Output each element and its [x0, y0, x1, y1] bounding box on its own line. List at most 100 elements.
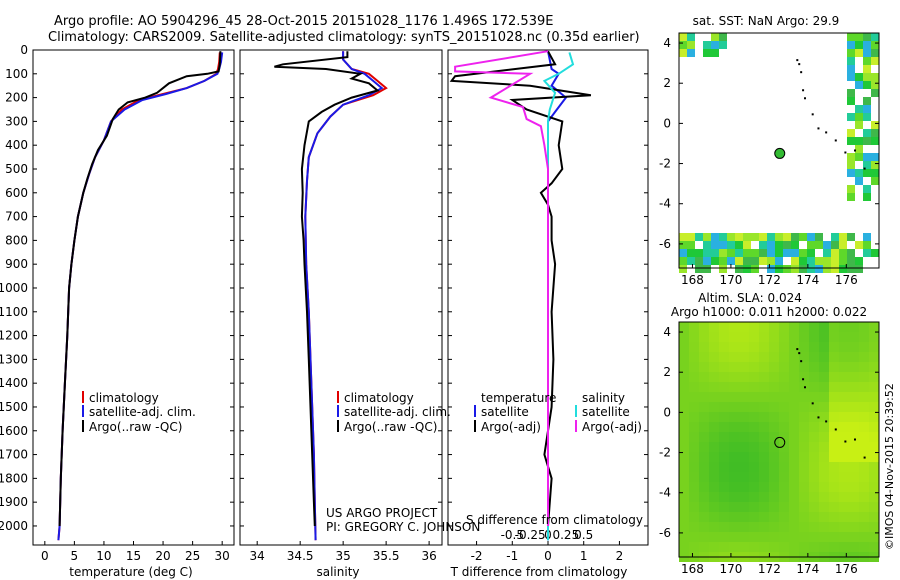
sla-cell — [769, 542, 779, 552]
sla-cell — [819, 502, 829, 512]
sla-cell — [839, 382, 849, 392]
sla-cell — [689, 482, 699, 492]
sst-cell — [799, 265, 807, 273]
sla-cell — [849, 442, 859, 452]
sla-cell — [759, 332, 769, 342]
temperature-profiles — [57, 51, 224, 541]
sla-cell — [829, 522, 839, 532]
sst-cell — [679, 41, 687, 49]
temperature-axis: 0 5 10 15 20 25 30 — [41, 541, 230, 563]
sla-cell — [769, 502, 779, 512]
legend-label-s-argo: Argo(-adj) — [582, 420, 642, 434]
y-tick-label: 1600 — [0, 424, 28, 438]
sla-cell — [819, 532, 829, 542]
sst-cell — [855, 121, 863, 129]
sla-cell — [759, 532, 769, 542]
sst-cell — [687, 41, 695, 49]
sla-cell — [839, 332, 849, 342]
sla-cell — [809, 412, 819, 422]
sst-cell — [807, 233, 815, 241]
sla-cell — [749, 402, 759, 412]
series-climatology — [304, 51, 388, 541]
sla-cell — [849, 512, 859, 522]
island — [844, 151, 847, 154]
sla-cell — [759, 522, 769, 532]
lon-tick-label: 174 — [796, 562, 819, 576]
sst-cell — [767, 241, 775, 249]
difference-panel: -2 -1 0 1 2 -0.5-0.25 0 0.250.5 S difference f… — [447, 49, 649, 579]
sla-cell — [779, 422, 789, 432]
sla-cell — [699, 512, 709, 522]
sla-cell — [789, 492, 799, 502]
lat-tick-label: -6 — [659, 526, 671, 540]
sla-cell — [849, 322, 859, 332]
sst-cell — [847, 169, 855, 177]
island — [800, 360, 803, 363]
sla-cell — [739, 472, 749, 482]
sla-cell — [759, 462, 769, 472]
legend-label-satellite: satellite-adj. clim. — [89, 405, 196, 419]
sla-cell — [859, 392, 869, 402]
temperature-plot-frame — [32, 49, 235, 546]
sst-cell — [679, 33, 687, 41]
pi-label: PI: GREGORY C. JOHNSON — [326, 520, 480, 534]
sst-cell — [743, 241, 751, 249]
sla-cell — [799, 422, 809, 432]
sst-cell — [807, 265, 815, 273]
sst-cell — [727, 257, 735, 265]
sla-cell — [719, 412, 729, 422]
sst-cell — [823, 249, 831, 257]
sla-cell — [759, 342, 769, 352]
sst-cell — [791, 249, 799, 257]
sla-cell — [729, 332, 739, 342]
sla-cell — [779, 392, 789, 402]
sla-cell — [829, 492, 839, 502]
sla-cell — [679, 432, 689, 442]
sla-cell — [739, 342, 749, 352]
island — [802, 89, 805, 92]
sst-cell — [871, 33, 879, 41]
sst-cell — [743, 233, 751, 241]
sla-cell — [699, 492, 709, 502]
sla-cell — [859, 502, 869, 512]
sst-cell — [807, 257, 815, 265]
sst-cell — [807, 249, 815, 257]
sla-cell — [799, 542, 809, 552]
sla-cell — [729, 352, 739, 362]
lat-tick-label: -2 — [659, 157, 671, 171]
sst-cell — [679, 249, 687, 257]
sla-cell — [859, 382, 869, 392]
sla-cell — [729, 442, 739, 452]
sla-cell — [859, 472, 869, 482]
sla-cell — [829, 432, 839, 442]
sla-cell — [809, 332, 819, 342]
sla-cell — [829, 372, 839, 382]
sst-cell — [711, 249, 719, 257]
difference-legend: temperature salinity satellite Argo(-adj… — [474, 391, 642, 434]
sla-cell — [789, 352, 799, 362]
sla-cell — [869, 542, 879, 552]
sla-cell — [739, 382, 749, 392]
sla-cell — [729, 402, 739, 412]
sla-cell — [779, 372, 789, 382]
y-tick-label: 800 — [5, 233, 28, 247]
sla-cell — [729, 502, 739, 512]
sst-cell — [783, 265, 791, 273]
sla-cell — [689, 412, 699, 422]
sla-cell — [699, 452, 709, 462]
sst-cell — [847, 249, 855, 257]
sst-cell — [727, 249, 735, 257]
sla-cell — [759, 542, 769, 552]
sst-cell — [847, 57, 855, 65]
sla-cell — [819, 362, 829, 372]
sla-latitude-axis: 4 2 0 -2 -4 -6 — [659, 325, 879, 540]
sla-cell — [849, 352, 859, 362]
sla-cell — [729, 432, 739, 442]
sla-cell — [789, 452, 799, 462]
sla-cell — [709, 392, 719, 402]
sla-cell — [819, 322, 829, 332]
sla-cell — [699, 402, 709, 412]
sla-cell — [679, 482, 689, 492]
sst-cell — [831, 257, 839, 265]
sla-cell — [769, 492, 779, 502]
